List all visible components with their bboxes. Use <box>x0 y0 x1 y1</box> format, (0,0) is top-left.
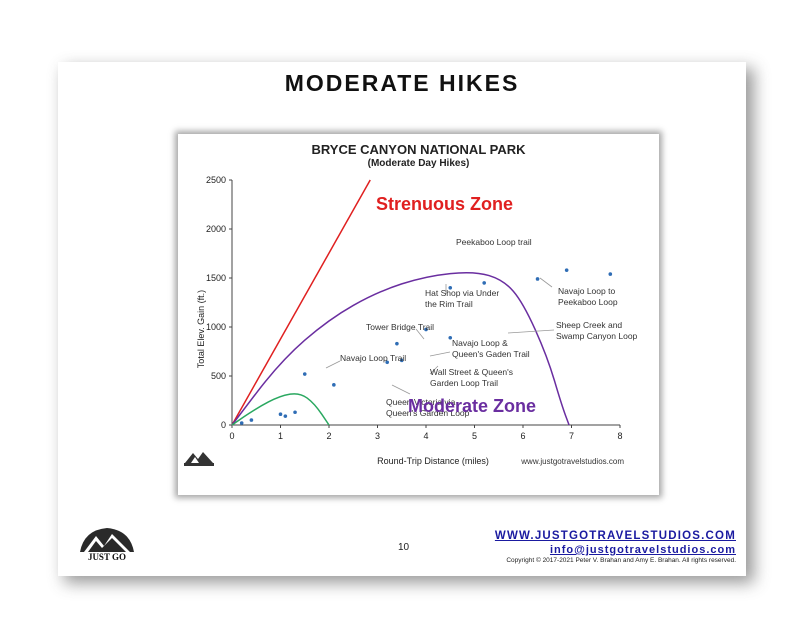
annotation-leader-line <box>507 329 555 334</box>
just-go-footer-logo-icon: JUST GO <box>80 528 134 562</box>
annotation-leader-line <box>415 328 425 340</box>
data-point <box>293 410 297 415</box>
copyright-text: Copyright © 2017-2021 Peter V. Brahan an… <box>506 557 736 564</box>
annotation-leader-line <box>429 365 439 375</box>
x-tick-label: 3 <box>375 431 380 441</box>
point-annotation: Hat Shop via Under <box>425 288 499 298</box>
y-tick-label: 500 <box>211 371 226 381</box>
footer-website-link[interactable]: WWW.JUSTGOTRAVELSTUDIOS.COM <box>494 530 736 542</box>
data-point <box>608 272 613 276</box>
annotation-leader-line <box>429 351 451 357</box>
point-annotation: Wall Street & Queen's <box>430 367 513 377</box>
annotation-leader-line <box>539 277 553 288</box>
y-tick-label: 1000 <box>206 322 226 332</box>
data-point <box>332 383 336 387</box>
x-tick-label: 2 <box>326 431 331 441</box>
data-point <box>535 277 540 281</box>
point-annotation: Navajo Loop & <box>452 338 508 348</box>
data-point <box>448 286 453 290</box>
chart-plot: 0 500 1000 1500 2000 2500 0 1 2 3 4 5 6 7 8 Peekaboo Lo… <box>206 175 638 441</box>
x-tick-label: 1 <box>278 431 283 441</box>
y-axis-label: Total Elev. Gain (ft.) <box>196 289 206 369</box>
data-point <box>385 360 389 365</box>
point-annotation: Queen's Garden Loop <box>386 408 470 418</box>
point-annotation: Peekaboo Loop trail <box>456 237 532 247</box>
x-tick-label: 6 <box>520 431 525 441</box>
data-point <box>239 421 244 425</box>
point-annotation: Queen's Gaden Trail <box>452 349 530 359</box>
y-tick-label: 1500 <box>206 273 226 283</box>
y-tick-label: 2500 <box>206 175 226 185</box>
moderate-zone-label: Moderate Zone <box>408 396 537 416</box>
point-annotation: Navajo Loop Trail <box>340 353 406 363</box>
y-tick-label: 2000 <box>206 224 226 234</box>
data-point <box>424 327 428 332</box>
point-annotation: Peekaboo Loop <box>558 297 618 307</box>
point-annotation: Garden Loop Trail <box>430 378 498 388</box>
moderate-boundary-curve <box>231 271 570 426</box>
x-axis-label: Round-Trip Distance (miles) <box>377 456 489 466</box>
point-annotation: Queen Victoria via <box>386 397 456 407</box>
strenuous-boundary-line <box>231 179 371 426</box>
data-point <box>395 341 399 346</box>
data-point <box>399 358 404 363</box>
x-tick-label: 5 <box>472 431 477 441</box>
x-tick-label: 4 <box>423 431 428 441</box>
easy-boundary-curve <box>231 393 330 426</box>
point-annotation: Navajo Loop to <box>558 286 615 296</box>
point-annotation: the Rim Trail <box>425 299 473 309</box>
svg-text:JUST GO: JUST GO <box>88 552 126 562</box>
strenuous-zone-label: Strenuous Zone <box>376 194 514 214</box>
x-tick-label: 0 <box>229 431 234 441</box>
point-annotation: Sheep Creek and <box>556 320 622 330</box>
annotation-leader-line <box>325 360 341 369</box>
data-point <box>249 418 254 422</box>
chart-panel: BRYCE CANYON NATIONAL PARK (Moderate Day… <box>178 134 659 495</box>
data-point <box>278 412 283 417</box>
data-point <box>448 335 453 340</box>
y-tick-label: 0 <box>221 420 226 430</box>
data-point <box>482 281 487 285</box>
chart-subtitle: (Moderate Day Hikes) <box>367 158 470 169</box>
footer-email-link[interactable]: info@justgotravelstudios.com <box>549 544 736 556</box>
x-tick-label: 8 <box>617 431 622 441</box>
point-annotation: Swamp Canyon Loop <box>556 331 638 341</box>
page-number: 10 <box>398 542 410 553</box>
data-point <box>283 414 288 418</box>
slide-title: MODERATE HIKES <box>284 70 520 96</box>
slide: MODERATE HIKES BRYCE CANYON NATIONAL PAR… <box>58 62 746 576</box>
data-point <box>302 372 307 376</box>
point-annotation: Tower Bridge Trail <box>366 322 434 332</box>
x-tick-label: 7 <box>569 431 574 441</box>
chart-title: BRYCE CANYON NATIONAL PARK <box>311 142 526 157</box>
just-go-logo-icon <box>184 452 214 466</box>
data-point <box>564 268 569 272</box>
annotation-leader-line <box>391 384 411 395</box>
chart-watermark-url: www.justgotravelstudios.com <box>521 457 624 466</box>
